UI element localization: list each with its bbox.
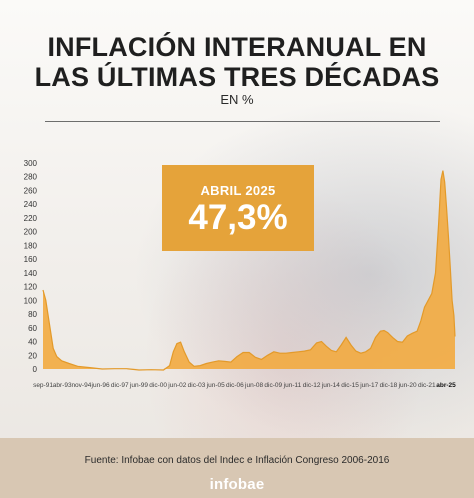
- x-tick-label: jun-05: [206, 382, 225, 389]
- inflation-area-chart: 0 20 40 60 80 100 120 140 160 180 200 220 240 260 280 3…: [24, 159, 456, 389]
- x-tick-label: dic-06: [226, 382, 244, 389]
- y-tick-label: 260: [24, 186, 38, 195]
- x-tick-label: jun-11: [283, 382, 302, 389]
- callout-label: ABRIL 2025: [200, 183, 276, 198]
- series-line: [42, 170, 456, 371]
- x-tick-label: jun-08: [244, 382, 263, 389]
- x-tick-label: jun-96: [91, 382, 110, 389]
- x-tick-label: dic-15: [341, 382, 359, 389]
- x-tick-label: jun-14: [321, 382, 340, 389]
- title-line-2: LAS ÚLTIMAS TRES DÉCADAS: [34, 62, 440, 92]
- y-tick-label: 160: [24, 255, 38, 264]
- y-tick-label: 140: [24, 269, 38, 278]
- x-tick-label: dic-12: [303, 382, 321, 389]
- y-tick-label: 120: [24, 283, 38, 292]
- y-tick-label: 300: [24, 159, 38, 168]
- title-divider: [45, 121, 440, 122]
- y-tick-label: 240: [24, 200, 38, 209]
- x-tick-label: dic-09: [264, 382, 282, 389]
- x-tick-label: abr-25: [436, 382, 456, 389]
- x-tick-label: jun-02: [167, 382, 186, 389]
- title-line-1: INFLACIÓN INTERANUAL EN: [47, 32, 427, 62]
- x-tick-label: dic-97: [111, 382, 129, 389]
- x-tick-label: sep-91: [33, 382, 53, 389]
- x-tick-label: dic-21: [418, 382, 436, 389]
- x-tick-label: jun-99: [129, 382, 148, 389]
- y-tick-label: 20: [28, 351, 37, 360]
- x-tick-label: dic-00: [149, 382, 167, 389]
- footer-band: [0, 438, 474, 498]
- y-tick-label: 0: [33, 365, 38, 374]
- x-tick-label: dic-03: [188, 382, 206, 389]
- x-tick-label: jun-20: [398, 382, 417, 389]
- y-tick-label: 180: [24, 241, 38, 250]
- latest-value-callout: ABRIL 2025 47,3%: [162, 165, 314, 251]
- y-tick-label: 40: [28, 338, 37, 347]
- y-tick-label: 200: [24, 228, 38, 237]
- source-note: Fuente: Infobae con datos del Indec e In…: [84, 455, 390, 466]
- y-tick-label: 100: [24, 296, 38, 305]
- y-tick-label: 280: [24, 173, 38, 182]
- x-tick-label: nov-94: [71, 382, 91, 389]
- y-tick-label: 60: [28, 324, 37, 333]
- x-tick-label: dic-18: [380, 382, 398, 389]
- x-tick-label: jun-17: [359, 382, 378, 389]
- y-tick-label: 80: [28, 310, 37, 319]
- series-area: [43, 170, 455, 369]
- chart-title: INFLACIÓN INTERANUAL EN LAS ÚLTIMAS TRES…: [0, 32, 474, 92]
- callout-value: 47,3%: [188, 198, 288, 237]
- brand-logo: infobae: [209, 476, 265, 493]
- y-tick-label: 220: [24, 214, 38, 223]
- x-tick-label: abr-93: [53, 382, 72, 389]
- chart-subtitle: EN %: [220, 92, 254, 107]
